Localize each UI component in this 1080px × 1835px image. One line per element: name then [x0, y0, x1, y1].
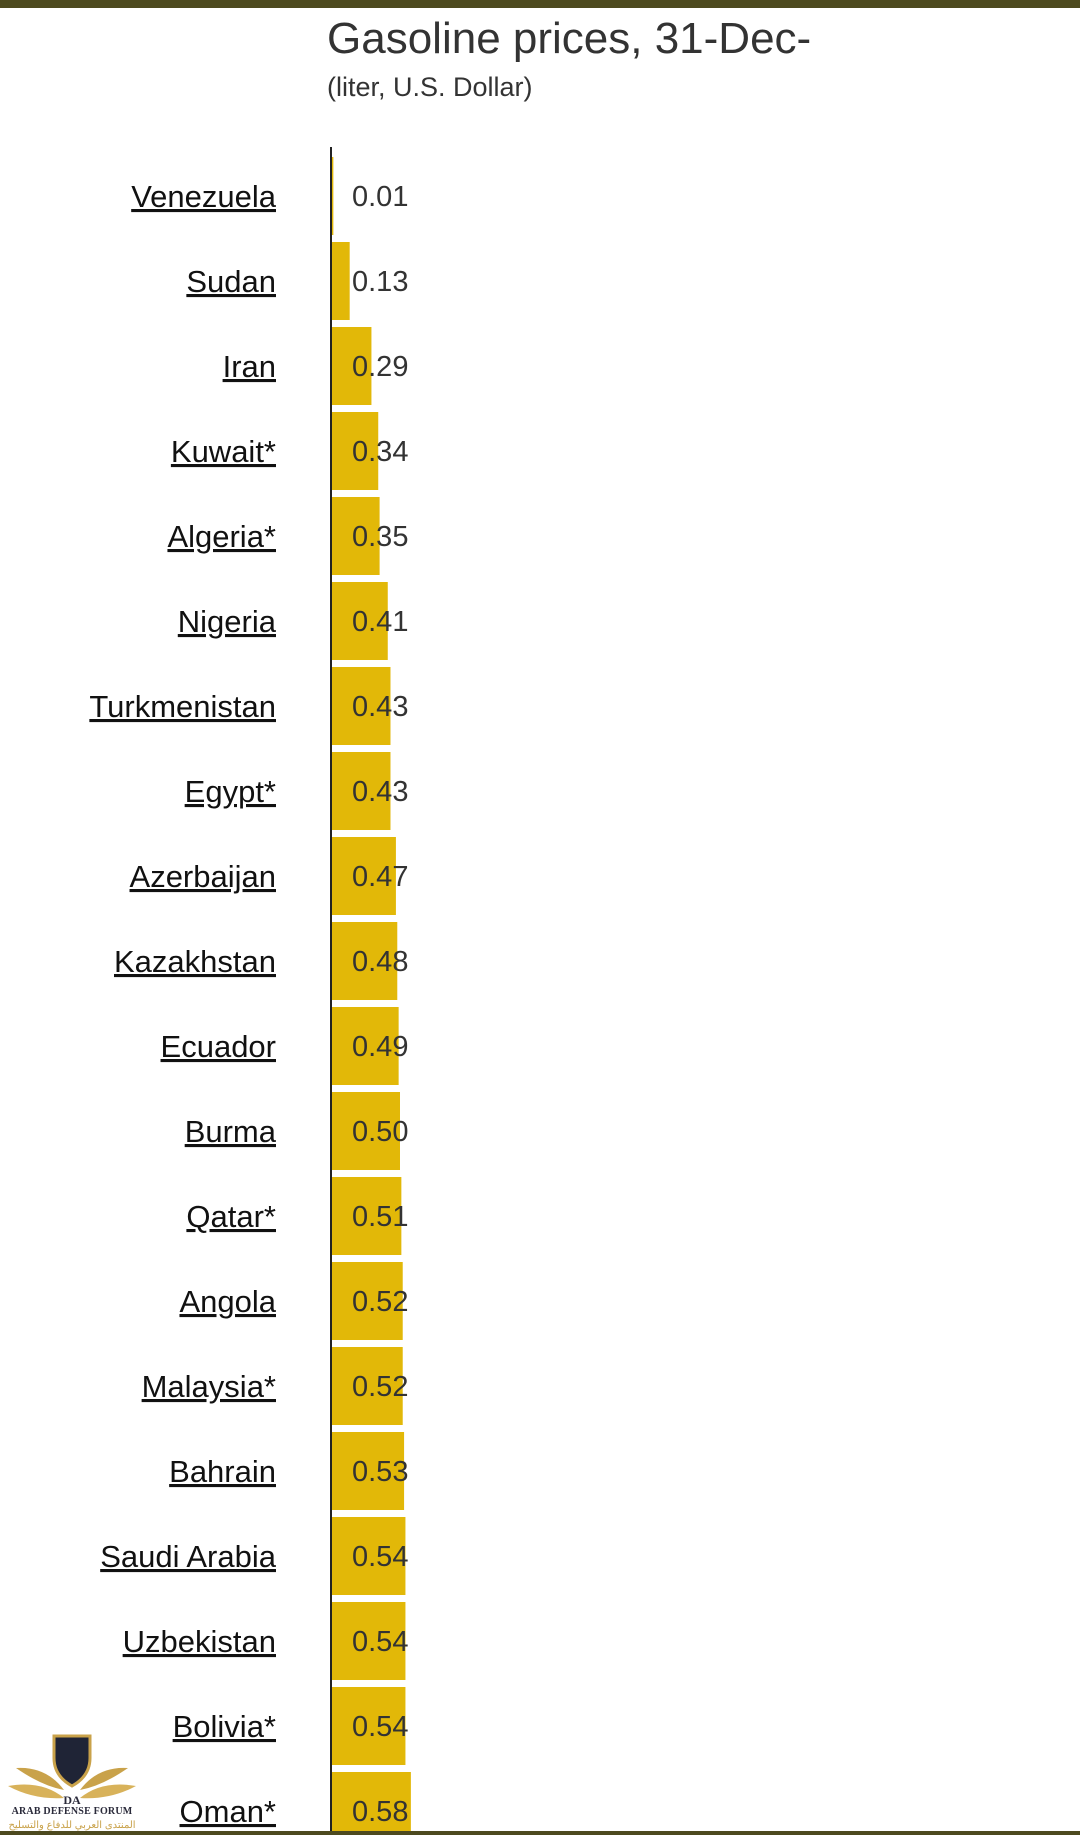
- category-label[interactable]: Qatar*: [186, 1199, 276, 1234]
- bar-egypt: [332, 752, 391, 830]
- bar-sudan: [332, 242, 350, 320]
- value-label: 0.54: [352, 1711, 408, 1743]
- value-label: 0.41: [352, 606, 408, 638]
- category-label[interactable]: Bolivia*: [173, 1709, 276, 1744]
- category-label[interactable]: Algeria*: [167, 519, 276, 554]
- category-label[interactable]: Kazakhstan: [114, 944, 276, 979]
- bar-iran: [332, 327, 372, 405]
- bar-kuwait: [332, 412, 379, 490]
- category-label[interactable]: Sudan: [186, 264, 276, 299]
- category-label[interactable]: Egypt*: [185, 774, 276, 809]
- value-label: 0.29: [352, 351, 408, 383]
- value-label: 0.52: [352, 1371, 408, 1403]
- value-label: 0.13: [352, 266, 408, 298]
- value-label: 0.47: [352, 861, 408, 893]
- category-label[interactable]: Bahrain: [169, 1454, 276, 1489]
- category-label[interactable]: Ecuador: [161, 1029, 276, 1064]
- value-label: 0.58: [352, 1796, 408, 1828]
- category-label[interactable]: Venezuela: [131, 179, 277, 214]
- bar-venezuela: [332, 157, 334, 235]
- chart-subtitle: (liter, U.S. Dollar): [327, 72, 533, 102]
- value-label: 0.51: [352, 1201, 408, 1233]
- value-label: 0.54: [352, 1541, 408, 1573]
- forum-watermark: DA ARAB DEFENSE FORUM المنتدى العربي للد…: [6, 1728, 138, 1834]
- chart-title: Gasoline prices, 31-Dec-: [327, 14, 812, 63]
- category-label[interactable]: Iran: [223, 349, 276, 384]
- watermark-text-arabic: المنتدى العربي للدفاع والتسليح: [8, 1820, 136, 1831]
- category-label[interactable]: Saudi Arabia: [100, 1539, 277, 1574]
- bar-nigeria: [332, 582, 388, 660]
- bar-qatar: [332, 1177, 402, 1255]
- bar-uzbekistan: [332, 1602, 406, 1680]
- category-label[interactable]: Burma: [185, 1114, 277, 1149]
- category-label[interactable]: Oman*: [180, 1794, 276, 1829]
- bar-bolivia: [332, 1687, 406, 1765]
- value-label: 0.50: [352, 1116, 408, 1148]
- eagle-emblem-icon: DA: [8, 1734, 136, 1807]
- category-label[interactable]: Azerbaijan: [130, 859, 276, 894]
- watermark-text-english: ARAB DEFENSE FORUM: [11, 1806, 133, 1817]
- bar-turkmenistan: [332, 667, 391, 745]
- category-label[interactable]: Kuwait*: [171, 434, 276, 469]
- value-label: 0.43: [352, 776, 408, 808]
- bar-malaysia: [332, 1347, 403, 1425]
- value-label: 0.01: [352, 181, 408, 213]
- bar-algeria: [332, 497, 380, 575]
- bar-azerbaijan: [332, 837, 396, 915]
- value-label: 0.49: [352, 1031, 408, 1063]
- bottom-border-stripe: [0, 1831, 1080, 1835]
- category-label[interactable]: Malaysia*: [142, 1369, 276, 1404]
- value-label: 0.43: [352, 691, 408, 723]
- category-label[interactable]: Turkmenistan: [89, 689, 276, 724]
- bar-bahrain: [332, 1432, 405, 1510]
- bar-burma: [332, 1092, 400, 1170]
- bar-angola: [332, 1262, 403, 1340]
- category-label[interactable]: Uzbekistan: [123, 1624, 276, 1659]
- bar-ecuador: [332, 1007, 399, 1085]
- value-label: 0.35: [352, 521, 408, 553]
- value-label: 0.54: [352, 1626, 408, 1658]
- value-label: 0.48: [352, 946, 408, 978]
- bar-kazakhstan: [332, 922, 398, 1000]
- category-label[interactable]: Nigeria: [178, 604, 277, 639]
- bar-oman: [332, 1772, 411, 1835]
- value-label: 0.53: [352, 1456, 408, 1488]
- value-label: 0.52: [352, 1286, 408, 1318]
- bar-saudi-arabia: [332, 1517, 406, 1595]
- top-border-stripe: [0, 0, 1080, 8]
- category-label[interactable]: Angola: [179, 1284, 276, 1319]
- value-label: 0.34: [352, 436, 408, 468]
- svg-text:DA: DA: [63, 1793, 81, 1807]
